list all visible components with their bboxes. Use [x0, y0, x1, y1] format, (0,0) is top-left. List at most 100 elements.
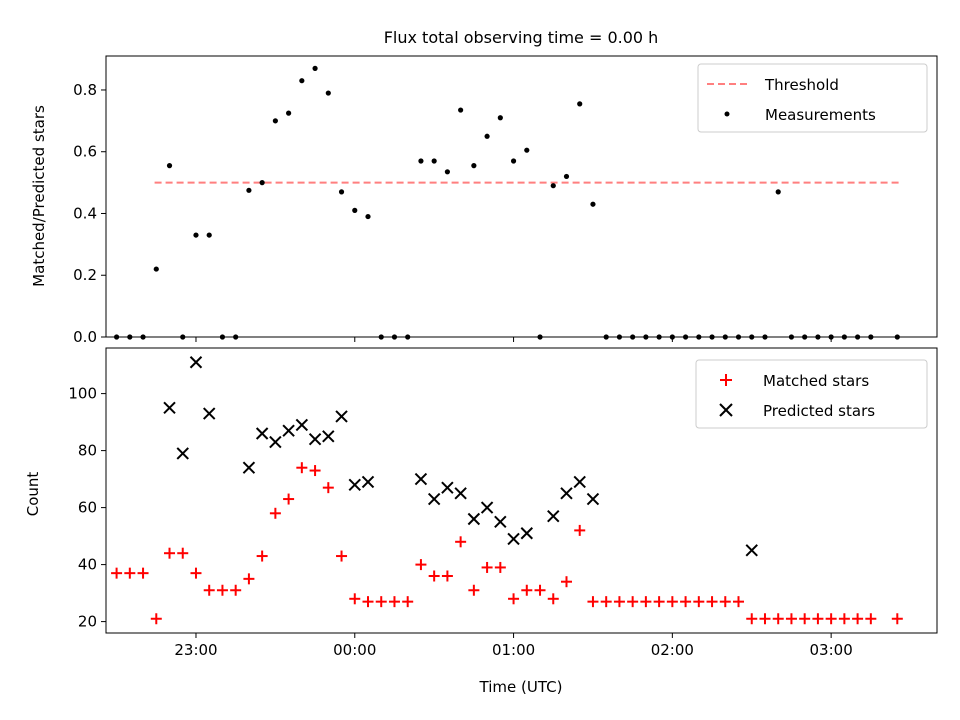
- y-tick-label: 100: [68, 385, 97, 403]
- legend-measurements-label: Measurements: [765, 106, 876, 124]
- predicted-star-point: [547, 509, 560, 523]
- matched-star-point: [587, 596, 599, 608]
- predicted-star-point: [586, 492, 600, 506]
- predicted-star-point: [176, 447, 189, 460]
- matched-star-point: [177, 547, 189, 559]
- measurement-point: [563, 173, 570, 180]
- predicted-star-point: [308, 432, 322, 446]
- y-tick-label: 60: [78, 499, 97, 517]
- measurement-point: [338, 189, 345, 195]
- matched-star-point: [772, 613, 784, 625]
- matched-star-point: [256, 550, 268, 562]
- predicted-star-point: [507, 532, 520, 546]
- top-panel-marks: [113, 65, 901, 340]
- matched-star-point: [865, 613, 877, 625]
- predicted-star-point: [454, 487, 467, 500]
- measurement-point: [431, 158, 437, 164]
- matched-star-point: [362, 596, 374, 608]
- matched-star-point: [322, 482, 334, 494]
- y-tick-label: 0.4: [73, 204, 97, 222]
- measurement-point: [259, 180, 265, 186]
- matched-star-point: [653, 596, 665, 608]
- predicted-star-point: [163, 401, 176, 415]
- matched-star-point: [216, 584, 228, 596]
- predicted-star-point: [494, 515, 507, 529]
- measurement-point: [590, 201, 596, 207]
- predicted-star-point: [427, 492, 441, 506]
- matched-star-point: [785, 613, 797, 625]
- bottom-legend: Matched stars Predicted stars: [695, 359, 928, 429]
- x-tick-label: 02:00: [651, 641, 694, 659]
- measurement-point: [458, 107, 464, 113]
- measurement-point: [775, 189, 781, 195]
- matched-star-point: [441, 570, 453, 582]
- bottom-panel-y-ticks: 20 40 60 80 100: [68, 385, 106, 631]
- measurement-point: [246, 187, 252, 193]
- legend-matched-swatch: [720, 374, 732, 386]
- predicted-star-point: [480, 501, 494, 514]
- legend-measurements-swatch: [724, 111, 730, 117]
- x-axis-label: Time (UTC): [479, 678, 563, 696]
- predicted-star-point: [282, 424, 295, 437]
- matched-star-point: [547, 593, 559, 605]
- measurement-point: [352, 207, 358, 213]
- matched-star-point: [719, 596, 731, 608]
- legend-threshold-label: Threshold: [764, 76, 839, 94]
- measurement-point: [286, 110, 292, 116]
- predicted-star-point: [560, 487, 573, 500]
- measurement-point: [272, 118, 278, 124]
- matched-star-point: [283, 493, 295, 505]
- matched-star-point: [746, 613, 758, 625]
- y-tick-label: 0.8: [73, 81, 97, 99]
- measurement-point: [497, 115, 503, 121]
- matched-star-point: [415, 559, 427, 571]
- matched-star-point: [230, 584, 242, 596]
- matched-star-point: [402, 596, 414, 608]
- matched-star-point: [838, 613, 850, 625]
- matched-star-point: [349, 593, 361, 605]
- matched-star-point: [190, 567, 202, 579]
- matched-star-point: [812, 613, 824, 625]
- matched-star-point: [164, 547, 176, 559]
- y-tick-label: 0.6: [73, 143, 97, 161]
- matched-star-point: [375, 596, 387, 608]
- y-tick-label: 80: [78, 442, 97, 460]
- y-tick-label: 0.0: [73, 328, 97, 346]
- matched-star-point: [706, 596, 718, 608]
- top-legend-frame: [697, 63, 928, 133]
- matched-star-point: [574, 524, 586, 536]
- matched-star-point: [680, 596, 692, 608]
- measurement-point: [312, 65, 318, 71]
- matched-star-point: [468, 584, 480, 596]
- matched-star-point: [269, 507, 281, 519]
- predicted-star-point: [414, 472, 428, 486]
- top-panel: 0.00.20.40.60.8 Matched/Predicted stars …: [30, 55, 938, 346]
- predicted-star-point: [322, 430, 335, 443]
- predicted-star-point: [242, 461, 256, 474]
- legend-predicted-swatch: [719, 403, 733, 417]
- matched-star-point: [243, 573, 255, 585]
- matched-star-point: [613, 596, 625, 608]
- predicted-star-point: [203, 407, 216, 420]
- matched-star-point: [296, 462, 308, 474]
- predicted-star-point: [520, 527, 534, 540]
- y-tick-label: 0.2: [73, 266, 97, 284]
- measurement-point: [166, 163, 173, 169]
- matched-star-point: [521, 584, 533, 596]
- predicted-star-point: [573, 475, 586, 489]
- predicted-star-point: [295, 418, 309, 432]
- top-panel-y-ticks: 0.0 0.2 0.4 0.6 0.8: [73, 81, 106, 346]
- bottom-panel: 20 40 60 80 100 23:00 00:00 01:00 02:00 03:00 Co…: [24, 347, 938, 696]
- matched-star-point: [124, 567, 136, 579]
- chart-title: Flux total observing time = 0.00 h: [384, 28, 659, 47]
- measurement-point: [365, 213, 371, 220]
- matched-star-point: [455, 536, 467, 548]
- x-tick-label: 01:00: [492, 641, 535, 659]
- legend-matched-label: Matched stars: [763, 372, 869, 390]
- matched-star-point: [693, 596, 705, 608]
- bottom-panel-y-label: Count: [24, 472, 42, 517]
- predicted-star-point: [348, 478, 361, 492]
- predicted-star-point: [335, 410, 348, 423]
- top-panel-y-label: Matched/Predicted stars: [30, 105, 48, 287]
